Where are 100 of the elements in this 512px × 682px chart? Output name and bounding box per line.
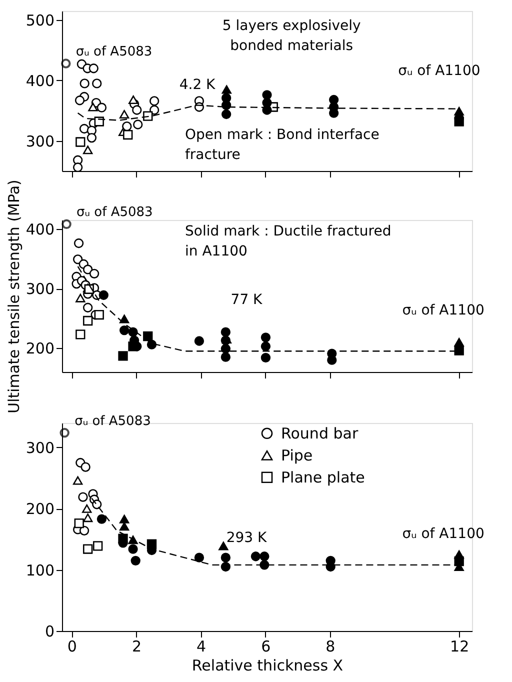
annotation: σᵤ of A1100	[402, 302, 484, 319]
point	[93, 541, 103, 551]
point	[78, 492, 88, 502]
point	[92, 500, 102, 510]
y-tick-label: 0	[44, 622, 54, 640]
point	[72, 476, 83, 485]
y-tick-label: 200	[26, 500, 54, 518]
point	[82, 264, 93, 274]
point	[82, 302, 93, 312]
annotation: σᵤ of A5083	[76, 44, 152, 60]
point	[220, 352, 231, 362]
x-tick-label: 2	[132, 638, 142, 656]
y-tick-label: 300	[26, 132, 54, 150]
point	[260, 352, 271, 363]
point	[454, 116, 464, 126]
point	[79, 124, 90, 134]
point	[119, 522, 130, 531]
point	[194, 336, 204, 346]
point	[82, 146, 93, 154]
point	[130, 556, 140, 566]
point	[221, 109, 232, 120]
annotation: σᵤ of A5083	[76, 205, 153, 220]
point	[262, 105, 272, 115]
point	[72, 162, 83, 171]
point	[250, 552, 261, 562]
x-tick-label: 4	[196, 638, 206, 656]
point	[221, 100, 232, 110]
point	[76, 330, 86, 340]
point	[96, 102, 107, 112]
annotation: σᵤ of A5083	[74, 414, 151, 429]
point	[74, 238, 84, 248]
point	[94, 310, 104, 320]
point	[98, 290, 108, 300]
point	[150, 105, 160, 115]
y-tick-label: 100	[26, 561, 54, 580]
point	[92, 78, 102, 88]
point	[143, 331, 153, 342]
point	[260, 332, 271, 342]
point	[260, 560, 270, 570]
point	[79, 526, 90, 536]
point	[132, 105, 142, 115]
point	[150, 96, 160, 106]
point	[262, 90, 272, 100]
point	[128, 544, 138, 554]
annotation: 293 K	[226, 530, 268, 546]
x-tick-label: 6	[261, 638, 271, 656]
annotation: 4.2 K	[179, 77, 216, 94]
point	[194, 552, 204, 562]
point	[143, 111, 153, 121]
point	[128, 536, 138, 544]
annotation: σᵤ of A1100	[398, 62, 480, 79]
point	[88, 102, 98, 112]
y-tick-label: 300	[26, 438, 54, 457]
point	[80, 462, 90, 472]
x-axis-title: Relative thickness X	[192, 656, 344, 674]
point	[86, 132, 97, 143]
y-tick-label: 400	[26, 220, 54, 238]
y-axis-title: Ultimate tensile strength (MPa)	[4, 180, 23, 414]
legend-label: Round bar	[281, 424, 359, 442]
point	[123, 130, 133, 140]
x-tick-label: 12	[450, 638, 470, 656]
point	[80, 78, 90, 88]
point	[218, 542, 228, 550]
annotation: 5 layers explosively bonded materials	[222, 18, 361, 54]
annotation: 77 K	[230, 292, 264, 308]
point	[128, 342, 138, 352]
point	[454, 106, 464, 116]
point	[119, 314, 130, 324]
point	[119, 514, 130, 524]
point	[74, 96, 85, 106]
point	[260, 552, 270, 562]
point	[88, 64, 98, 74]
point	[118, 534, 128, 544]
annotation: Open mark : Bond interface fracture	[185, 126, 380, 163]
point	[146, 539, 157, 549]
legend-label: Plane plate	[281, 468, 365, 486]
point	[82, 514, 93, 522]
point	[222, 85, 232, 94]
point	[260, 342, 271, 352]
point	[82, 316, 93, 326]
annotation: σᵤ of A1100	[402, 526, 484, 542]
point	[82, 544, 93, 554]
annotation: Solid mark : Ductile fractured in A1100	[185, 224, 392, 260]
point	[96, 514, 107, 524]
point	[74, 518, 84, 528]
point	[76, 294, 86, 302]
point	[89, 268, 100, 278]
point	[454, 556, 464, 566]
point	[454, 346, 464, 356]
point	[220, 327, 231, 337]
point	[82, 504, 92, 513]
point	[327, 355, 337, 365]
point	[133, 120, 143, 130]
y-tick-label: 400	[26, 72, 54, 90]
y-tick-label: 200	[26, 340, 54, 358]
point	[118, 351, 128, 361]
point	[119, 110, 130, 119]
point	[119, 325, 130, 336]
x-tick-label: 8	[326, 638, 336, 656]
point	[220, 552, 231, 562]
